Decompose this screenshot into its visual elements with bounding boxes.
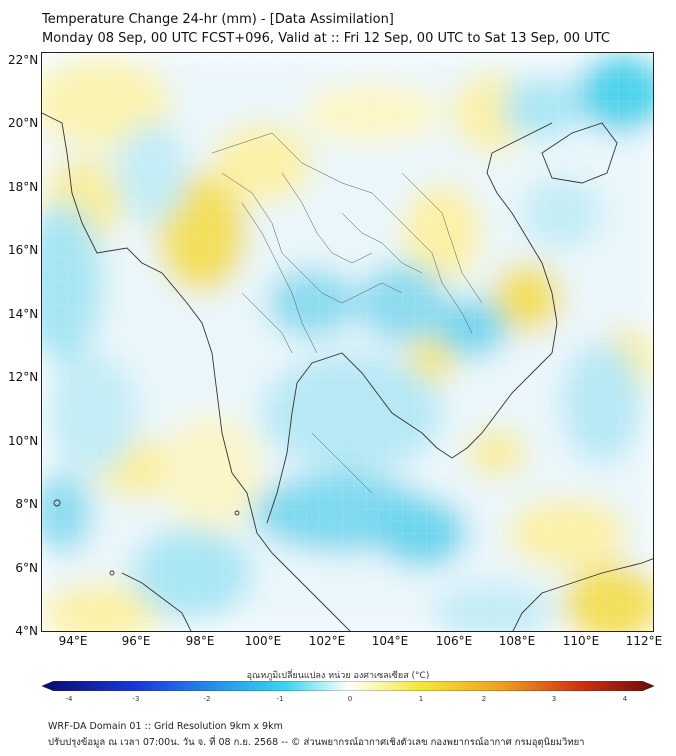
- lon-label: 110°E: [562, 634, 600, 648]
- colorbar-tick-label: 3: [551, 695, 557, 703]
- lat-label: 12°N: [8, 370, 39, 384]
- footer-credits: ปรับปรุงข้อมูล ณ เวลา 07:00น. วัน จ. ที่…: [48, 737, 585, 748]
- colorbar-title: อุณหภูมิเปลี่ยนแปลง หน่วย องศาเซลเซียส (…: [246, 671, 430, 681]
- map-title: Temperature Change 24-hr (mm) - [Data As…: [42, 12, 394, 27]
- lat-label: 6°N: [15, 561, 38, 575]
- lon-label: 102°E: [308, 634, 346, 648]
- colorbar-tick-label: -1: [276, 695, 284, 703]
- lon-label: 96°E: [121, 634, 151, 648]
- lat-label: 16°N: [8, 243, 39, 257]
- lat-label: 4°N: [15, 624, 38, 638]
- lat-label: 10°N: [8, 434, 39, 448]
- lat-label: 20°N: [8, 116, 39, 130]
- lat-label: 22°N: [8, 53, 39, 67]
- coastline-lines: [42, 112, 653, 631]
- lon-label: 104°E: [371, 634, 409, 648]
- lon-label: 106°E: [435, 634, 473, 648]
- lon-label: 112°E: [625, 634, 663, 648]
- colorbar-tick-label: 1: [418, 695, 424, 703]
- map-panel[interactable]: [41, 52, 654, 632]
- colorbar-tick-label: -3: [132, 695, 140, 703]
- temperature-field-map: [42, 53, 653, 631]
- colorbar-tick-label: -2: [203, 695, 211, 703]
- lon-label: 94°E: [58, 634, 88, 648]
- province-borders: [211, 132, 483, 494]
- colorbar-tick-label: 4: [622, 695, 628, 703]
- colorbar: [42, 681, 654, 691]
- lat-label: 14°N: [8, 307, 39, 321]
- colorbar-tick-label: 2: [481, 695, 487, 703]
- lat-label: 18°N: [8, 180, 39, 194]
- map-subtitle: Monday 08 Sep, 00 UTC FCST+096, Valid at…: [42, 31, 610, 46]
- lon-label: 108°E: [498, 634, 536, 648]
- lon-label: 98°E: [185, 634, 215, 648]
- colorbar-tick-label: -4: [65, 695, 73, 703]
- colorbar-tick-label: 0: [347, 695, 353, 703]
- lat-label: 8°N: [15, 497, 38, 511]
- footer-model-info: WRF-DA Domain 01 :: Grid Resolution 9km …: [48, 721, 283, 732]
- lon-label: 100°E: [244, 634, 282, 648]
